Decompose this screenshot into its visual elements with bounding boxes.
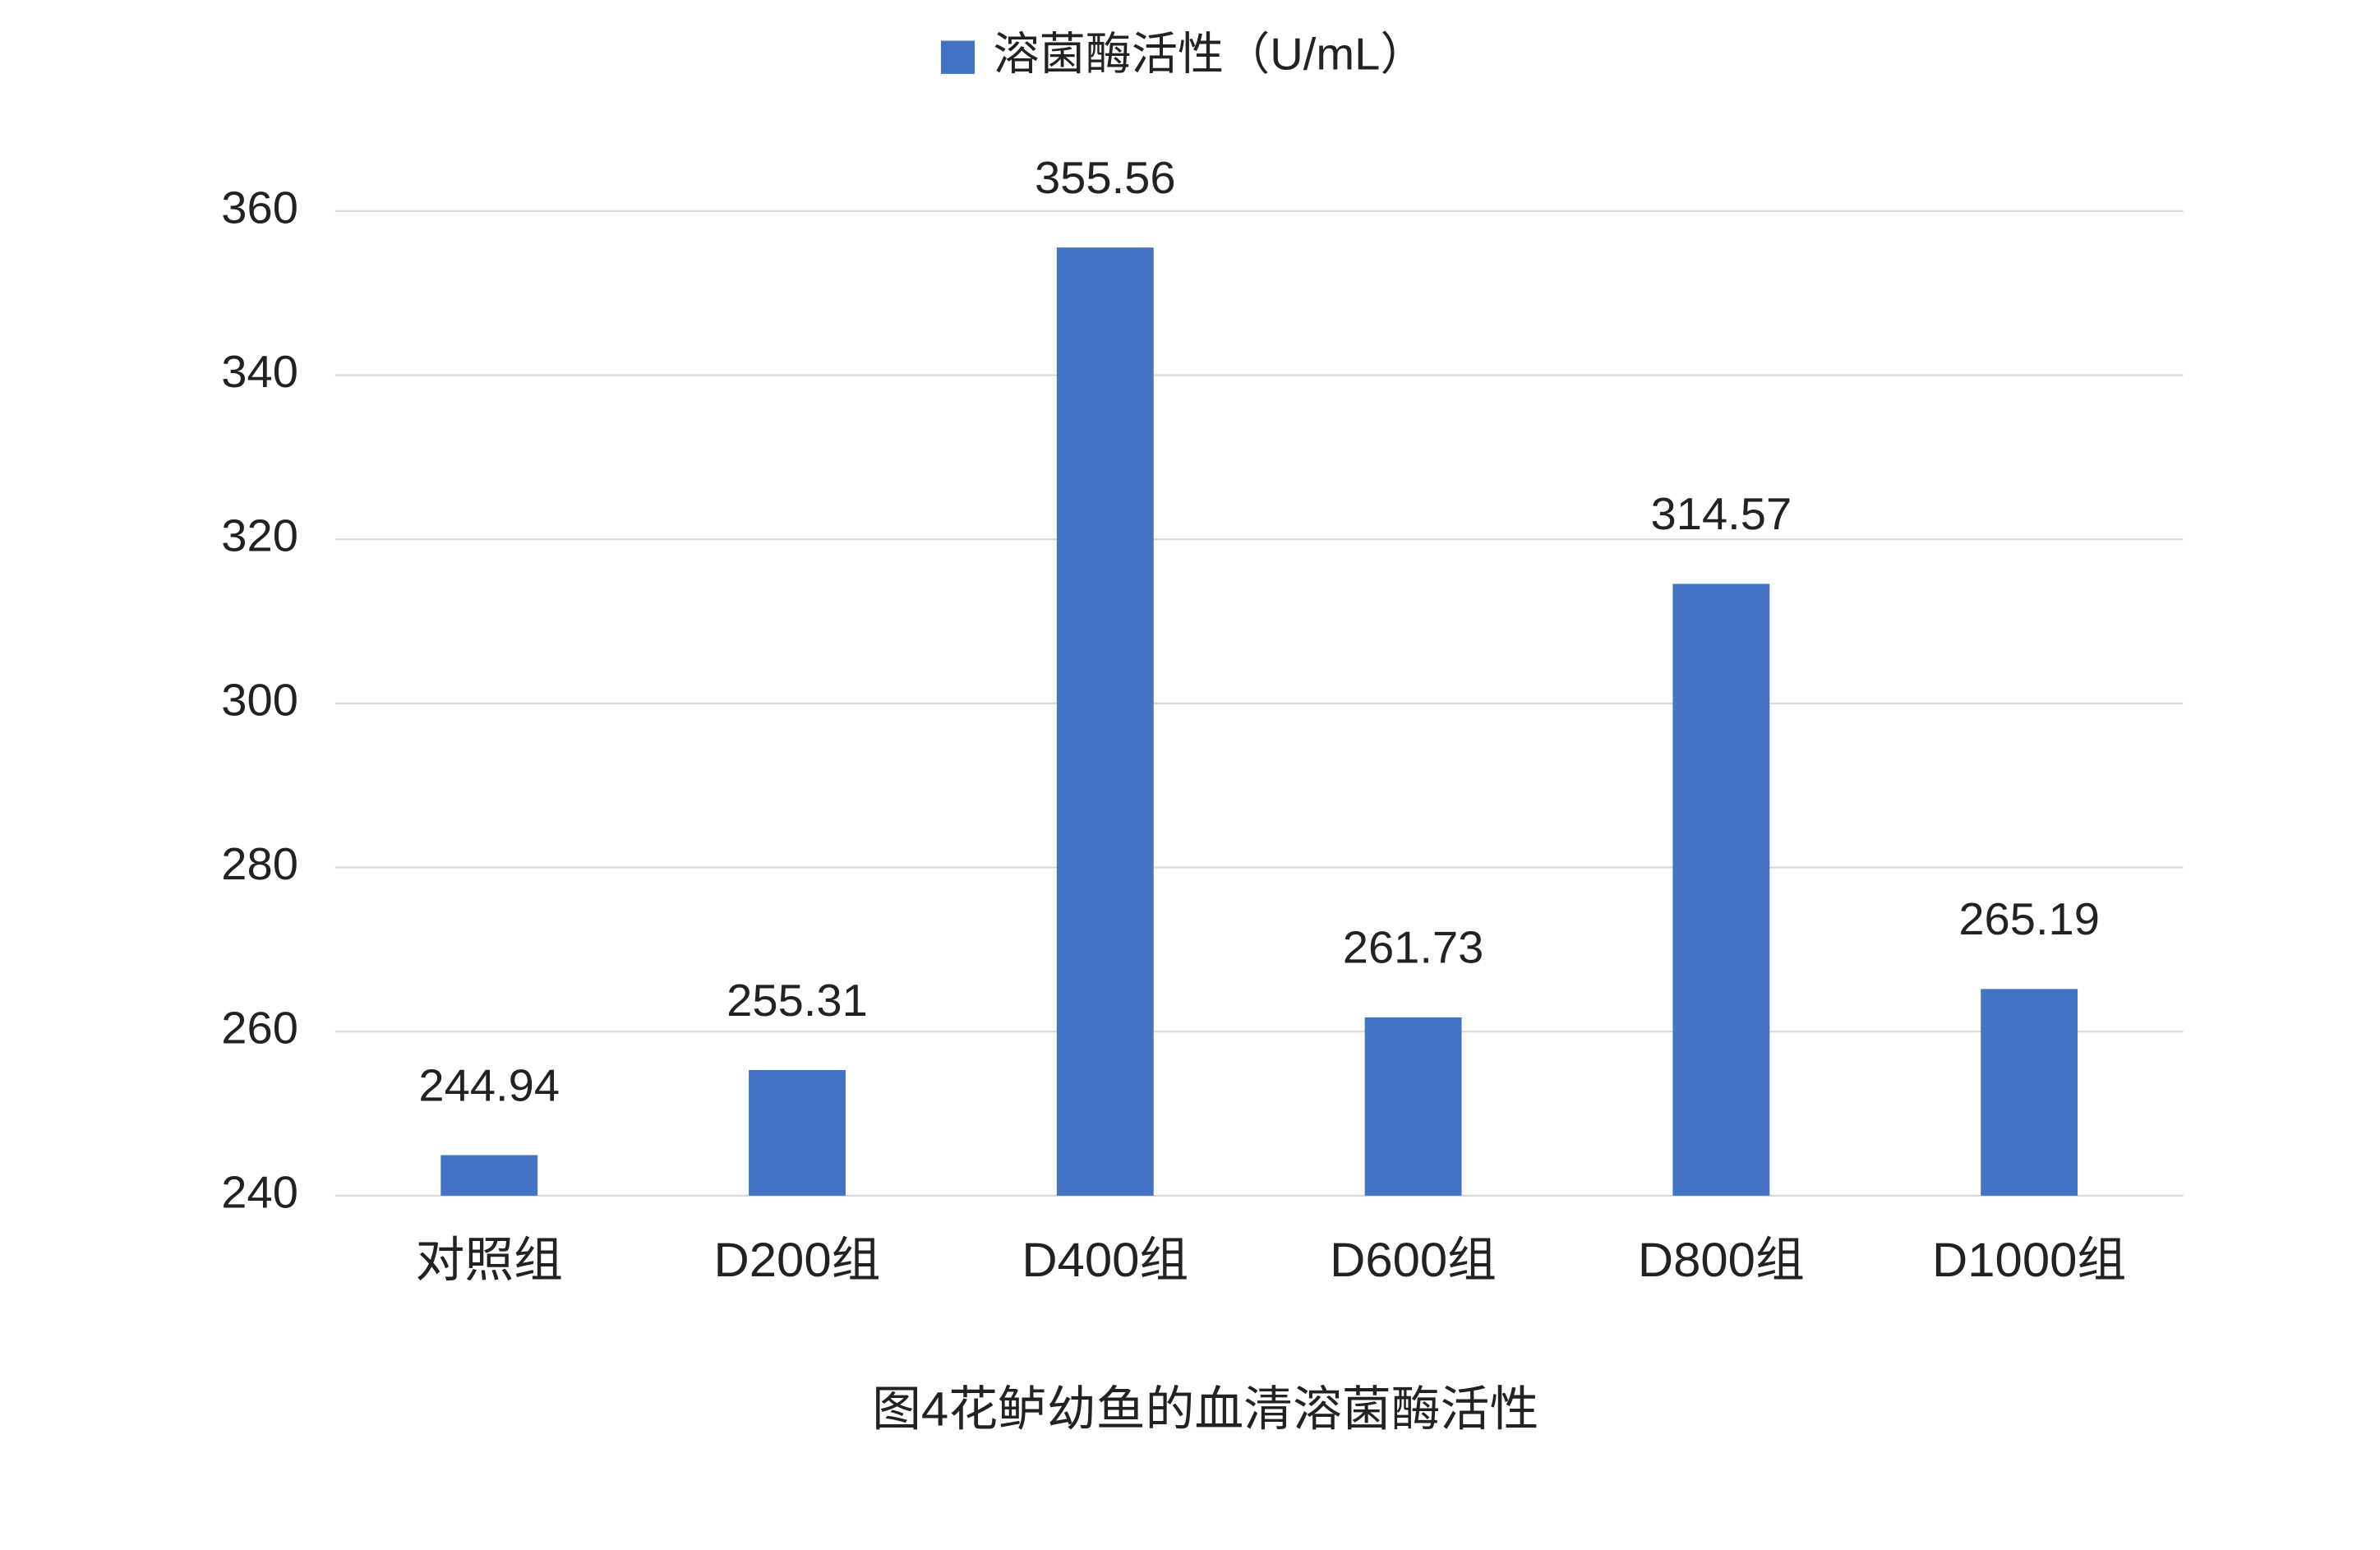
bar xyxy=(440,1155,538,1196)
bar xyxy=(1672,584,1770,1196)
data-label: 261.73 xyxy=(1343,922,1484,972)
x-tick-label: D1000组 xyxy=(1932,1232,2126,1286)
x-tick-label: D600组 xyxy=(1330,1232,1497,1286)
y-tick-label: 280 xyxy=(221,839,298,889)
y-tick-label: 360 xyxy=(221,182,298,233)
bar xyxy=(1981,989,2078,1196)
data-label: 314.57 xyxy=(1651,489,1792,539)
x-tick-label: 对照组 xyxy=(415,1232,563,1286)
y-tick-label: 240 xyxy=(221,1167,298,1217)
data-label: 355.56 xyxy=(1035,152,1176,202)
bar xyxy=(749,1070,846,1196)
x-tick-label: D400组 xyxy=(1022,1232,1188,1286)
y-tick-label: 320 xyxy=(221,510,298,560)
data-label: 265.19 xyxy=(1958,894,2100,944)
y-tick-label: 300 xyxy=(221,675,298,725)
data-label: 244.94 xyxy=(418,1060,560,1110)
x-tick-label: D200组 xyxy=(714,1232,881,1286)
bar xyxy=(1056,247,1154,1196)
legend-swatch xyxy=(940,40,976,74)
x-tick-label: D800组 xyxy=(1638,1232,1805,1286)
bar xyxy=(1364,1017,1462,1196)
legend-label: 溶菌酶活性（U/mL） xyxy=(994,29,1427,79)
data-label: 255.31 xyxy=(726,975,868,1025)
y-tick-label: 340 xyxy=(221,347,298,397)
chart-title: 图4花鲈幼鱼的血清溶菌酶活性 xyxy=(872,1382,1538,1436)
y-tick-label: 260 xyxy=(221,1003,298,1053)
